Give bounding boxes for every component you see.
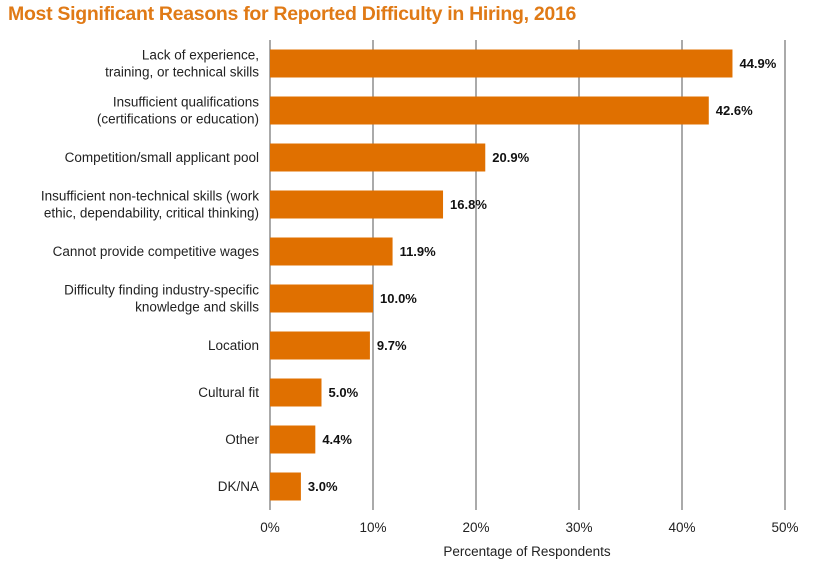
chart-title: Most Significant Reasons for Reported Di… bbox=[8, 3, 577, 25]
bar bbox=[270, 472, 301, 501]
x-tick-label: 40% bbox=[668, 520, 695, 535]
category-label: Lack of experience, training, or technica… bbox=[105, 48, 259, 80]
bar bbox=[270, 49, 733, 78]
category-label-line: Difficulty finding industry-specific bbox=[64, 283, 259, 298]
x-tick-label: 30% bbox=[565, 520, 592, 535]
bar-value-label: 10.0% bbox=[380, 291, 417, 306]
bar bbox=[270, 425, 316, 454]
category-labels: Lack of experience, training, or technica… bbox=[41, 48, 260, 495]
value-labels: 44.9% 42.6% 20.9% 16.8% 11.9% 10.0% 9.7% 5.0% 4.… bbox=[308, 56, 777, 494]
category-label: DK/NA bbox=[218, 479, 259, 494]
category-label: Insufficient qualifications (certificatio… bbox=[97, 95, 259, 127]
bar bbox=[270, 378, 322, 407]
x-axis-ticks: 0% 10% 20% 30% 40% 50% bbox=[260, 520, 798, 535]
category-label-line: Cultural fit bbox=[198, 385, 259, 400]
category-label-line: DK/NA bbox=[218, 479, 259, 494]
category-label-line: ethic, dependability, critical thinking) bbox=[44, 206, 259, 221]
bar bbox=[270, 331, 370, 360]
bar bbox=[270, 143, 486, 172]
bars bbox=[270, 49, 733, 501]
bar bbox=[270, 237, 393, 266]
x-tick-label: 20% bbox=[462, 520, 489, 535]
category-label-line: Location bbox=[208, 338, 259, 353]
category-label: Competition/small applicant pool bbox=[65, 150, 259, 165]
bar-value-label: 5.0% bbox=[329, 385, 359, 400]
category-label-line: Insufficient non-technical skills (work bbox=[41, 189, 259, 204]
x-tick-label: 0% bbox=[260, 520, 280, 535]
category-label-line: Competition/small applicant pool bbox=[65, 150, 259, 165]
category-label-line: Insufficient qualifications bbox=[113, 95, 259, 110]
category-label-line: Lack of experience, bbox=[142, 48, 259, 63]
bar bbox=[270, 284, 373, 313]
bar-value-label: 16.8% bbox=[450, 197, 487, 212]
category-label: Other bbox=[225, 432, 259, 447]
category-label-line: training, or technical skills bbox=[105, 65, 259, 80]
category-label: Cannot provide competitive wages bbox=[53, 244, 260, 259]
bar-value-label: 9.7% bbox=[377, 338, 407, 353]
bar-value-label: 20.9% bbox=[492, 150, 529, 165]
bar bbox=[270, 96, 709, 125]
bar-value-label: 3.0% bbox=[308, 479, 338, 494]
category-label-line: Other bbox=[225, 432, 259, 447]
bar-value-label: 4.4% bbox=[322, 432, 352, 447]
category-label-line: Cannot provide competitive wages bbox=[53, 244, 260, 259]
bar bbox=[270, 190, 444, 219]
category-label-line: (certifications or education) bbox=[97, 112, 259, 127]
category-label: Cultural fit bbox=[198, 385, 259, 400]
x-tick-label: 10% bbox=[359, 520, 386, 535]
bar-value-label: 42.6% bbox=[716, 103, 753, 118]
category-label: Location bbox=[208, 338, 259, 353]
category-label: Difficulty finding industry-specific know… bbox=[64, 283, 259, 315]
category-label-line: knowledge and skills bbox=[135, 300, 259, 315]
x-axis-title: Percentage of Respondents bbox=[443, 544, 611, 559]
bar-value-label: 44.9% bbox=[739, 56, 776, 71]
x-tick-label: 50% bbox=[771, 520, 798, 535]
bar-value-label: 11.9% bbox=[400, 244, 437, 259]
category-label: Insufficient non-technical skills (work e… bbox=[41, 189, 259, 221]
